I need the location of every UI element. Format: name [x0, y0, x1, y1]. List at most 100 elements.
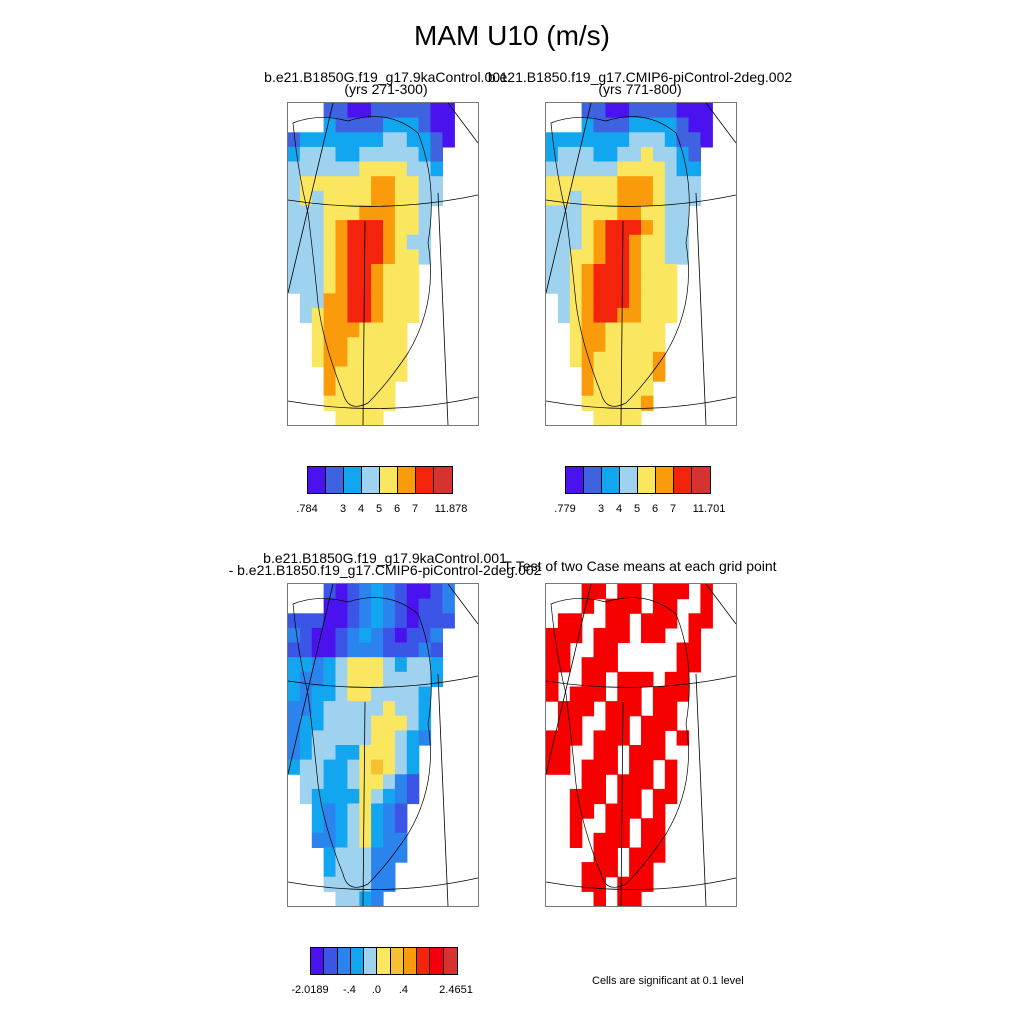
grid-cell	[311, 132, 325, 148]
grid-cell	[323, 103, 337, 119]
grid-cell	[288, 249, 301, 265]
colorbar-top-left	[307, 466, 453, 494]
grid-cell	[629, 220, 642, 236]
grid-cell	[347, 322, 360, 338]
grid-cell	[652, 745, 666, 761]
grid-cell	[335, 381, 348, 397]
grid-cell	[557, 205, 571, 221]
grid-cell	[347, 293, 360, 309]
grid-cell	[335, 832, 348, 848]
grid-cell	[629, 876, 642, 892]
grid-cell	[406, 627, 420, 644]
grid-cell	[569, 686, 583, 702]
grid-cell	[546, 249, 559, 265]
grid-cell	[371, 759, 384, 775]
grid-cell	[581, 657, 595, 673]
grid-cell	[383, 745, 396, 761]
grid-cell	[652, 220, 666, 236]
colorbar-swatch	[364, 948, 378, 974]
grid-cell	[394, 293, 408, 309]
grid-cell	[605, 307, 618, 324]
grid-cell	[347, 788, 360, 805]
grid-cell	[371, 103, 384, 119]
grid-cell	[418, 730, 432, 746]
grid-cell	[371, 234, 384, 250]
colorbar-swatch	[566, 467, 584, 493]
colorbar-tick-label: 5	[633, 503, 641, 515]
grid-cell	[323, 584, 337, 600]
grid-cell	[323, 627, 337, 644]
grid-cell	[569, 627, 583, 644]
colorbar-swatch	[638, 467, 656, 493]
grid-cell	[335, 264, 348, 280]
grid-cell	[394, 701, 408, 717]
grid-cell	[323, 351, 337, 367]
grid-cell	[359, 788, 372, 805]
grid-cell	[581, 395, 595, 411]
grid-cell	[323, 715, 337, 731]
grid-cell	[676, 161, 690, 177]
grid-cell	[569, 249, 583, 265]
grid-cell	[569, 351, 583, 367]
grid-cell	[605, 161, 618, 177]
grid-cell	[652, 190, 666, 206]
panel-title-line1: T-Test of two Case means at each grid po…	[503, 558, 777, 574]
grid-cell	[581, 862, 595, 878]
grid-cell	[557, 657, 571, 673]
longitude-line	[620, 220, 624, 425]
colorbar-tick-label: 4	[357, 503, 365, 515]
grid-cell	[569, 132, 583, 148]
grid-cell	[311, 627, 325, 644]
grid-cell	[383, 862, 396, 878]
longitude-line	[620, 701, 624, 906]
colorbar-tick-label: 6	[651, 503, 659, 515]
grid-cell	[359, 584, 372, 600]
colorbar-top-right-labels: .779 3 4 5 6 7 11.701	[554, 503, 725, 517]
grid-cell	[299, 249, 313, 265]
grid-cell	[629, 161, 642, 177]
grid-cell	[641, 745, 654, 761]
grid-cell	[605, 613, 618, 629]
grid-cell	[581, 234, 595, 250]
grid-cell	[581, 249, 595, 265]
grid-cell	[335, 366, 348, 382]
panel-title-line1: b.e21.B1850G.f19_g17.9kaControl.001	[264, 69, 508, 85]
grid-cell	[664, 788, 678, 805]
latitude-line	[288, 675, 478, 688]
grid-cell	[652, 730, 666, 746]
grid-cell	[371, 788, 384, 805]
grid-cell	[335, 818, 348, 834]
grid-cell	[641, 307, 654, 324]
grid-cell	[335, 395, 348, 411]
grid-cell	[288, 686, 301, 702]
grid-cell	[347, 132, 360, 148]
grid-cell	[359, 337, 372, 353]
grid-cell	[323, 381, 337, 397]
grid-cell	[605, 730, 618, 746]
map-top-right	[545, 102, 737, 426]
grid-cell	[593, 584, 606, 600]
longitude-line	[447, 584, 478, 625]
grid-cell	[617, 598, 630, 614]
grid-cell	[629, 381, 642, 397]
grid-cell	[581, 103, 595, 119]
grid-cell	[394, 146, 408, 163]
grid-cell	[394, 322, 408, 338]
grid-cell	[605, 205, 618, 221]
grid-cell	[581, 146, 595, 163]
grid-cell	[664, 598, 678, 614]
grid-cell	[335, 862, 348, 878]
grid-cell	[371, 176, 384, 192]
grid-cell	[394, 613, 408, 629]
grid-cell	[335, 117, 348, 133]
grid-cell	[418, 249, 432, 265]
grid-cell	[617, 234, 630, 250]
grid-cell	[288, 613, 301, 629]
grid-cell	[347, 657, 360, 673]
grid-cell	[394, 220, 408, 236]
grid-cell	[593, 161, 606, 177]
grid-cell	[557, 146, 571, 163]
grid-cell	[617, 876, 630, 892]
grid-cell	[394, 759, 408, 775]
grid-cell	[617, 891, 630, 906]
